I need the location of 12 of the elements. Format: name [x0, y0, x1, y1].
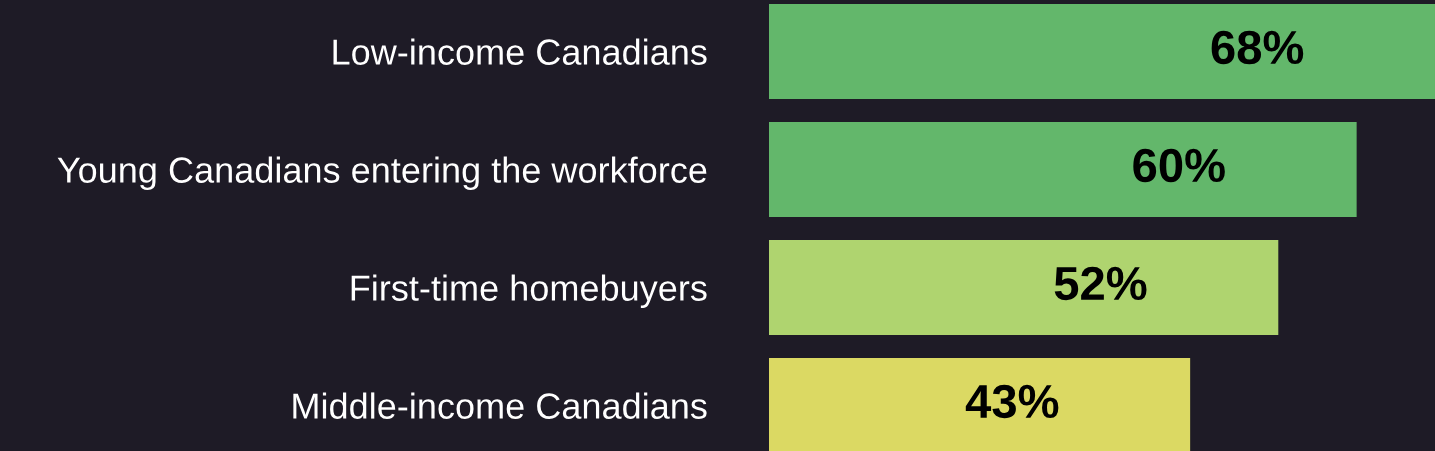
data-label: 68%	[1211, 30, 1304, 65]
data-label: 43%	[965, 384, 1059, 419]
bar	[769, 4, 1435, 99]
bar	[769, 240, 1279, 335]
y-tick-label: Low-income Canadians	[333, 38, 707, 65]
data-label: 60%	[1133, 148, 1225, 183]
y-tick-label: Middle-income Canadians	[293, 392, 707, 419]
y-tick-label: Young Canadians entering the workforce	[57, 156, 707, 191]
bar	[769, 122, 1357, 217]
data-label: 52%	[1054, 266, 1147, 301]
y-tick-label: First-time homebuyers	[351, 274, 707, 309]
bar	[769, 358, 1191, 451]
